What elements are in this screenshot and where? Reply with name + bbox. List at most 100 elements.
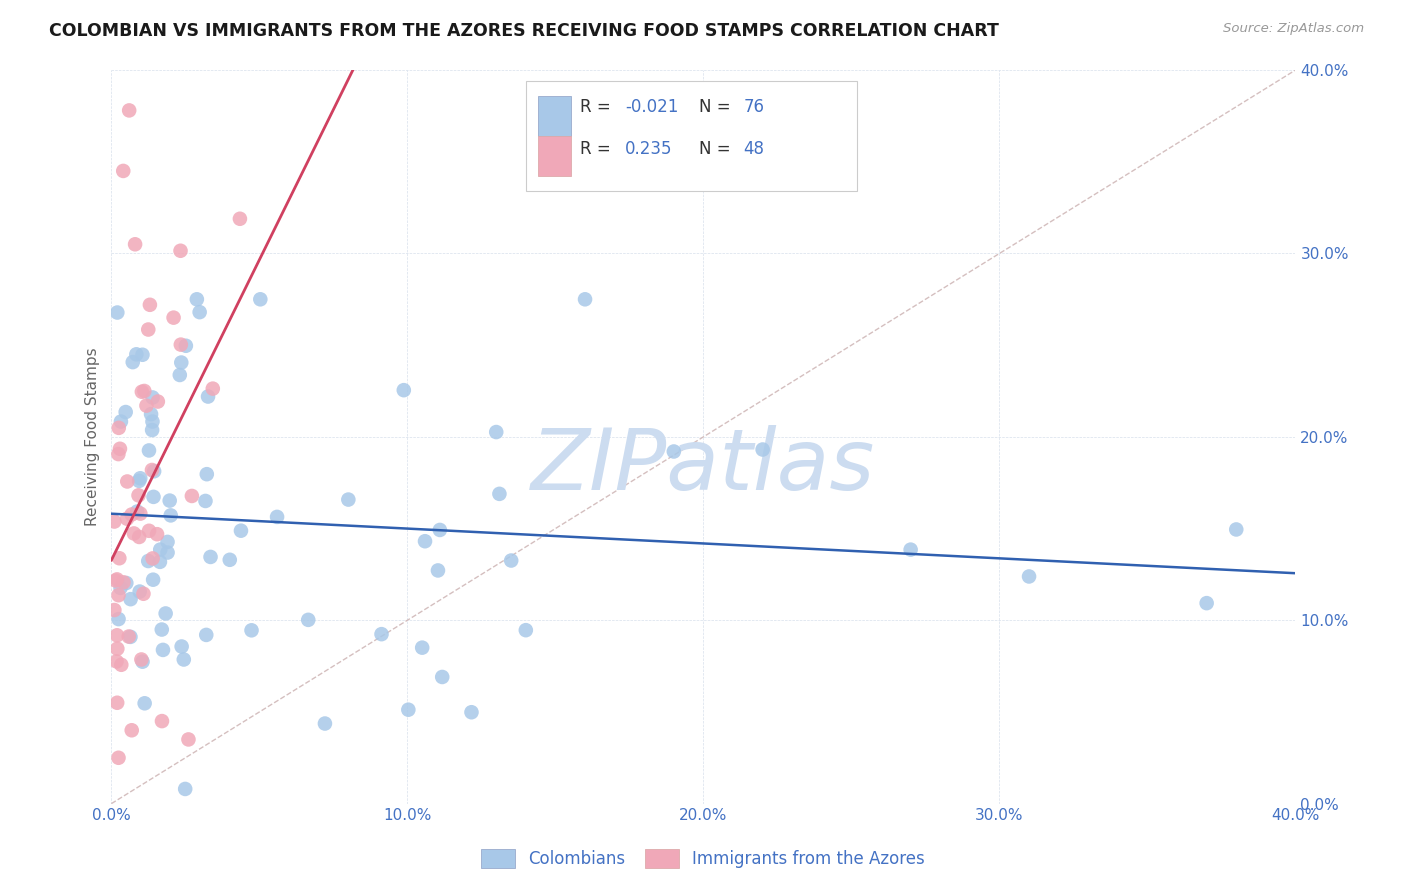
Point [485, 425, 508, 439]
Text: R =: R = [581, 140, 616, 158]
Text: 48: 48 [744, 140, 765, 158]
Text: -0.021: -0.021 [626, 98, 679, 116]
Point [135, 399, 157, 413]
Point [117, 475, 139, 489]
Point [169, 244, 191, 258]
Point [112, 164, 135, 178]
Point [121, 723, 143, 738]
Text: 76: 76 [744, 98, 765, 116]
Point [146, 527, 169, 541]
Point [173, 652, 195, 666]
Point [501, 553, 523, 567]
Point [114, 405, 136, 419]
Point [197, 390, 219, 404]
Point [751, 442, 773, 457]
Point [105, 655, 128, 669]
Point [108, 442, 131, 456]
Point [169, 368, 191, 382]
Point [129, 507, 152, 521]
FancyBboxPatch shape [526, 81, 858, 191]
Point [1195, 596, 1218, 610]
Point [1225, 523, 1247, 537]
Point [134, 696, 156, 710]
Point [105, 641, 128, 656]
Point [159, 508, 181, 523]
Point [136, 554, 159, 568]
Point [103, 515, 125, 529]
Point [136, 322, 159, 336]
Point [266, 509, 288, 524]
Point [413, 534, 436, 549]
Point [110, 415, 132, 429]
Point [156, 545, 179, 559]
Point [134, 384, 156, 398]
Point [229, 211, 252, 226]
Point [150, 623, 173, 637]
Point [127, 504, 149, 518]
Point [488, 487, 510, 501]
Point [188, 305, 211, 319]
Point [297, 613, 319, 627]
Point [150, 714, 173, 728]
Point [115, 512, 138, 526]
Point [128, 488, 150, 502]
Point [139, 407, 162, 421]
Point [141, 423, 163, 437]
Point [107, 612, 129, 626]
Point [105, 573, 128, 587]
Text: Source: ZipAtlas.com: Source: ZipAtlas.com [1223, 22, 1364, 36]
Point [429, 523, 451, 537]
Point [186, 293, 208, 307]
Point [112, 575, 135, 590]
Point [152, 643, 174, 657]
Point [121, 508, 143, 522]
Point [141, 391, 163, 405]
Point [426, 564, 449, 578]
Point [146, 394, 169, 409]
Point [170, 355, 193, 369]
Point [142, 551, 165, 566]
Point [314, 716, 336, 731]
Point [460, 705, 482, 719]
Point [115, 576, 138, 591]
Point [121, 355, 143, 369]
Point [124, 237, 146, 252]
Point [194, 494, 217, 508]
Point [128, 530, 150, 544]
Point [131, 652, 153, 666]
Point [107, 588, 129, 602]
Point [170, 640, 193, 654]
Point [170, 337, 193, 351]
Point [131, 655, 153, 669]
Text: COLOMBIAN VS IMMIGRANTS FROM THE AZORES RECEIVING FOOD STAMPS CORRELATION CHART: COLOMBIAN VS IMMIGRANTS FROM THE AZORES … [49, 22, 1000, 40]
Point [105, 696, 128, 710]
Point [141, 463, 163, 477]
Point [107, 447, 129, 461]
Point [139, 298, 162, 312]
Point [104, 574, 127, 588]
Point [108, 551, 131, 566]
Point [149, 542, 172, 557]
Point [218, 553, 240, 567]
Point [159, 493, 181, 508]
Point [120, 592, 142, 607]
Point [142, 490, 165, 504]
Point [174, 781, 197, 796]
Point [900, 542, 922, 557]
Text: N =: N = [699, 140, 735, 158]
Point [515, 623, 537, 637]
Point [337, 492, 360, 507]
Point [240, 624, 263, 638]
Point [249, 293, 271, 307]
Y-axis label: Receiving Food Stamps: Receiving Food Stamps [86, 348, 100, 526]
FancyBboxPatch shape [537, 95, 571, 136]
Text: N =: N = [699, 98, 735, 116]
Point [110, 581, 132, 595]
Legend: Colombians, Immigrants from the Azores: Colombians, Immigrants from the Azores [475, 842, 931, 875]
Point [200, 549, 222, 564]
Point [142, 573, 165, 587]
Point [195, 467, 218, 482]
Text: R =: R = [581, 98, 616, 116]
Point [396, 703, 419, 717]
Point [131, 384, 153, 399]
